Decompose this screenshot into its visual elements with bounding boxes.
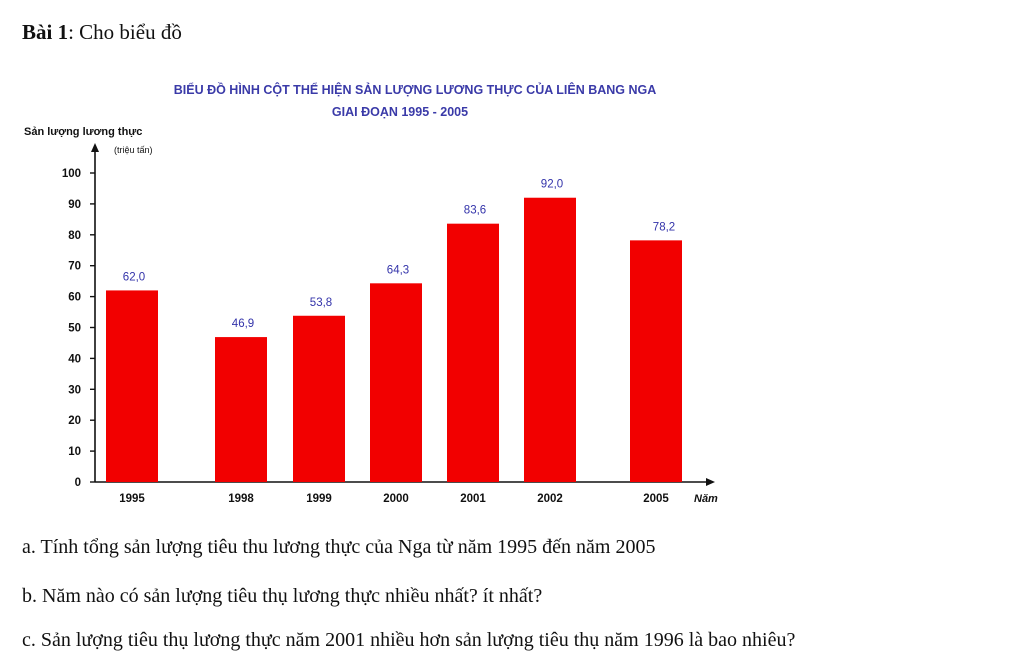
x-tick-label: 1995	[119, 493, 145, 505]
bar	[293, 315, 345, 482]
bar-chart: BIỂU ĐỒ HÌNH CỘT THỂ HIỆN SẢN LƯỢNG LƯƠN…	[20, 60, 800, 520]
bar	[524, 197, 576, 482]
y-tick-label: 40	[68, 353, 81, 365]
chart-svg: BIỂU ĐỒ HÌNH CỘT THỂ HIỆN SẢN LƯỢNG LƯƠN…	[24, 82, 718, 505]
y-axis-unit: (triệu tấn)	[114, 145, 153, 155]
y-tick-label: 100	[62, 168, 81, 180]
x-tick-label: 1999	[306, 493, 332, 505]
bar	[447, 223, 499, 482]
chart-subtitle: GIAI ĐOẠN 1995 - 2005	[332, 105, 468, 119]
data-label: 78,2	[653, 221, 675, 233]
data-label: 83,6	[464, 205, 486, 217]
x-tick-label: 1998	[228, 493, 254, 505]
chart-title: BIỂU ĐỒ HÌNH CỘT THỂ HIỆN SẢN LƯỢNG LƯƠN…	[174, 82, 657, 97]
y-axis-label: Sản lượng lương thực	[24, 126, 142, 138]
y-tick-label: 20	[68, 415, 81, 427]
bar	[370, 283, 422, 482]
data-label: 92,0	[541, 179, 563, 191]
y-axis-arrow	[91, 143, 99, 152]
bar	[215, 337, 267, 482]
x-tick-label: 2001	[460, 493, 486, 505]
question-b: b. Năm nào có sản lượng tiêu thụ lương t…	[22, 585, 543, 607]
bar	[630, 240, 682, 482]
exercise-heading: Bài 1: Cho biểu đồ	[22, 20, 182, 45]
x-tick-label: 2002	[537, 493, 563, 505]
x-tick-label: 2005	[643, 493, 669, 505]
exercise-label: Bài 1	[22, 20, 69, 44]
question-a: a. Tính tổng sản lượng tiêu thu lương th…	[22, 536, 656, 558]
y-tick-label: 60	[68, 292, 81, 304]
x-axis-label: Năm	[694, 493, 718, 505]
y-tick-label: 0	[75, 477, 81, 489]
data-label: 46,9	[232, 318, 254, 330]
data-label: 53,8	[310, 297, 332, 309]
bar	[106, 290, 158, 482]
question-c: c. Sản lượng tiêu thụ lương thực năm 200…	[22, 629, 796, 651]
exercise-text: : Cho biểu đồ	[68, 20, 182, 44]
y-tick-label: 90	[68, 199, 81, 211]
y-tick-label: 50	[68, 323, 81, 335]
y-tick-label: 70	[68, 261, 81, 273]
x-tick-label: 2000	[383, 493, 409, 505]
data-label: 62,0	[123, 271, 145, 283]
y-tick-label: 10	[68, 446, 81, 458]
data-label: 64,3	[387, 264, 409, 276]
y-tick-label: 30	[68, 384, 81, 396]
x-axis-arrow	[706, 478, 715, 486]
y-tick-label: 80	[68, 230, 81, 242]
